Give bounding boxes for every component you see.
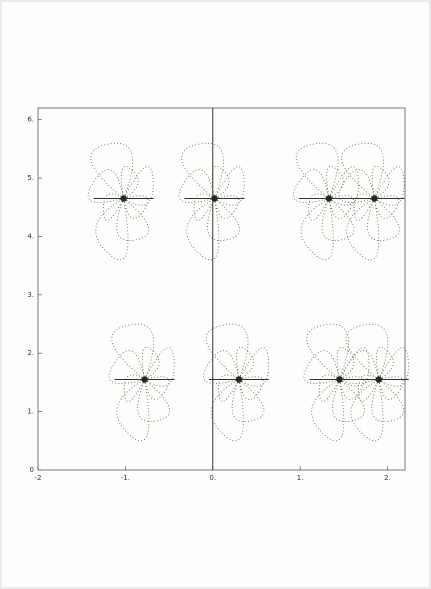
pole	[211, 195, 217, 201]
x-tick-label: -1.	[121, 474, 130, 482]
y-tick-label: 4.	[27, 232, 34, 240]
y-tick-label: 2.	[27, 349, 34, 357]
y-tick-label: 0	[30, 466, 34, 474]
pole	[336, 376, 342, 382]
pole	[376, 376, 382, 382]
y-tick-label: 5.	[27, 174, 34, 182]
pole	[371, 195, 377, 201]
pole	[236, 376, 242, 382]
x-tick-label: 0.	[209, 474, 216, 482]
pole	[326, 195, 332, 201]
x-tick-label: 2.	[384, 474, 391, 482]
x-tick-label: -2	[35, 474, 42, 482]
y-tick-label: 6.	[27, 116, 34, 124]
pole	[141, 376, 147, 382]
paper	[1, 1, 430, 588]
y-tick-label: 3.	[27, 291, 34, 299]
pole	[120, 195, 126, 201]
page: -2 -1. 0. 1. 2. 0 1. 2. 3. 4. 5. 6.	[0, 0, 431, 589]
x-tick-label: 1.	[297, 474, 304, 482]
y-tick-label: 1.	[27, 408, 34, 416]
